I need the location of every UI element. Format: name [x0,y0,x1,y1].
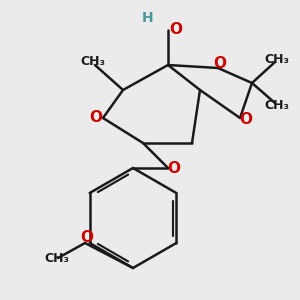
Text: CH₃: CH₃ [80,55,105,68]
Text: O: O [239,112,253,127]
Text: CH₃: CH₃ [44,251,69,265]
Text: CH₃: CH₃ [264,99,289,112]
Text: H: H [142,11,154,25]
Text: O: O [213,56,226,71]
Text: O: O [167,160,181,175]
Text: O: O [89,110,102,125]
Text: O: O [169,22,182,38]
Text: O: O [80,230,93,245]
Text: CH₃: CH₃ [264,53,289,66]
